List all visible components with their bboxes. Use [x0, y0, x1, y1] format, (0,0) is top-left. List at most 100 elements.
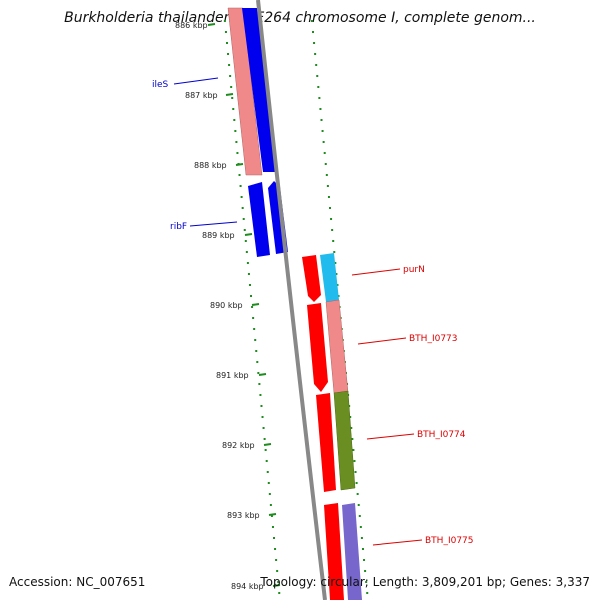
cds-BTH_I0775[interactable]: [324, 503, 344, 600]
ring-dot: [268, 493, 271, 495]
ring-dot: [264, 449, 267, 451]
cog-feature-ileS[interactable]: [227, 7, 263, 176]
ring-dot: [259, 394, 262, 396]
tick-label: 890 kbp: [210, 301, 243, 310]
ring-dot: [246, 262, 249, 264]
ring-dot: [357, 504, 360, 506]
ring-dot: [250, 295, 253, 297]
ring-dot: [349, 416, 352, 418]
ring-dot: [359, 526, 362, 528]
ring-dot: [366, 592, 369, 594]
cds-ribF-a[interactable]: [248, 182, 270, 257]
ring-dot: [321, 130, 324, 132]
ring-dot: [354, 471, 357, 473]
ring-dot: [355, 482, 358, 484]
ring-dot: [260, 405, 263, 407]
ring-dot: [241, 207, 244, 209]
ring-dot: [311, 31, 314, 33]
tick-label: 891 kbp: [216, 371, 249, 380]
ring-dot: [236, 152, 239, 154]
ring-dot: [327, 196, 330, 198]
tick-label: 887 kbp: [185, 91, 218, 100]
ring-dot: [251, 306, 254, 308]
ring-dot: [271, 526, 274, 528]
ring-dot: [239, 185, 242, 187]
ring-dot: [258, 383, 261, 385]
ring-dot: [255, 350, 258, 352]
ring-dot: [353, 460, 356, 462]
tick-label: 889 kbp: [202, 231, 235, 240]
cds-BTH_I0774[interactable]: [316, 393, 336, 492]
cds-BTH_I0773[interactable]: [307, 303, 328, 392]
ring-dot: [352, 449, 355, 451]
ring-dot: [334, 262, 337, 264]
gene-label-connector: [366, 433, 415, 440]
ring-dot: [274, 548, 277, 550]
ring-dot: [317, 86, 320, 88]
ring-dot: [266, 471, 269, 473]
gene-label-ileS[interactable]: ileS: [152, 80, 169, 90]
ring-dot: [351, 438, 354, 440]
cog-feature-BTH_I0775[interactable]: [342, 503, 362, 600]
ring-dot: [230, 86, 233, 88]
tick-mark: [207, 23, 216, 26]
gene-label-BTH_I0775[interactable]: BTH_I0775: [425, 536, 474, 546]
cds-purN[interactable]: [302, 255, 321, 302]
tick-mark: [258, 373, 267, 376]
cog-feature-BTH_I0774[interactable]: [333, 390, 356, 491]
ring-dot: [262, 427, 265, 429]
ring-dot: [333, 251, 336, 253]
ring-dot: [316, 75, 319, 77]
gene-label-BTH_I0774[interactable]: BTH_I0774: [417, 430, 466, 440]
gene-label-ribF[interactable]: ribF: [170, 222, 187, 232]
ring-dot: [243, 229, 246, 231]
ring-dot: [326, 185, 329, 187]
tick-label: 888 kbp: [194, 161, 227, 170]
ring-dot: [240, 196, 243, 198]
tick-mark: [235, 163, 244, 166]
gene-label-purN[interactable]: purN: [403, 265, 425, 275]
ring-dot: [277, 581, 280, 583]
map-title: Burkholderia thailandensis E264 chromoso…: [64, 10, 536, 26]
ring-dot: [234, 130, 237, 132]
cds-ileS[interactable]: [242, 8, 277, 172]
gene-label-connector: [357, 337, 407, 345]
ring-dot: [224, 31, 227, 33]
ring-dot: [229, 75, 232, 77]
ring-dot: [235, 141, 238, 143]
tick-label: 893 kbp: [227, 511, 260, 520]
ring-dot: [257, 372, 260, 374]
ring-dot: [331, 229, 334, 231]
ring-dot: [364, 570, 367, 572]
ring-dot: [252, 317, 255, 319]
ring-dot: [247, 273, 250, 275]
ring-dot: [223, 20, 226, 22]
cog-feature-purN[interactable]: [320, 253, 339, 302]
backbone-outer: [256, 0, 327, 600]
ring-dot: [261, 416, 264, 418]
ring-dot: [256, 361, 259, 363]
tick-mark: [268, 513, 277, 516]
gene-label-BTH_I0773[interactable]: BTH_I0773: [409, 334, 458, 344]
ring-dot: [314, 53, 317, 55]
ring-dot: [254, 339, 257, 341]
ring-dot: [363, 559, 366, 561]
gene-label-connector: [173, 77, 219, 85]
ring-dot: [310, 20, 313, 22]
ring-dot: [245, 251, 248, 253]
gene-label-connector: [351, 268, 401, 276]
ring-dot: [322, 141, 325, 143]
ring-dot: [356, 493, 359, 495]
cog-feature-BTH_I0773[interactable]: [325, 299, 349, 394]
ring-dot: [365, 581, 368, 583]
position-ticks: 886 kbp 887 kbp 888 kbp 889 kbp 890 kbp 891 k…: [175, 21, 281, 591]
ring-dot: [231, 97, 234, 99]
tick-label: 894 kbp: [231, 582, 264, 591]
ring-dot: [248, 284, 251, 286]
ring-dot: [267, 482, 270, 484]
accession-text: Accession: NC_007651: [9, 575, 146, 589]
gene-labels: ileS ribF purN BTH_I0773 BTH_I0774 BTH_I0775: [152, 77, 474, 546]
ring-dot: [350, 427, 353, 429]
ring-dot: [319, 108, 322, 110]
